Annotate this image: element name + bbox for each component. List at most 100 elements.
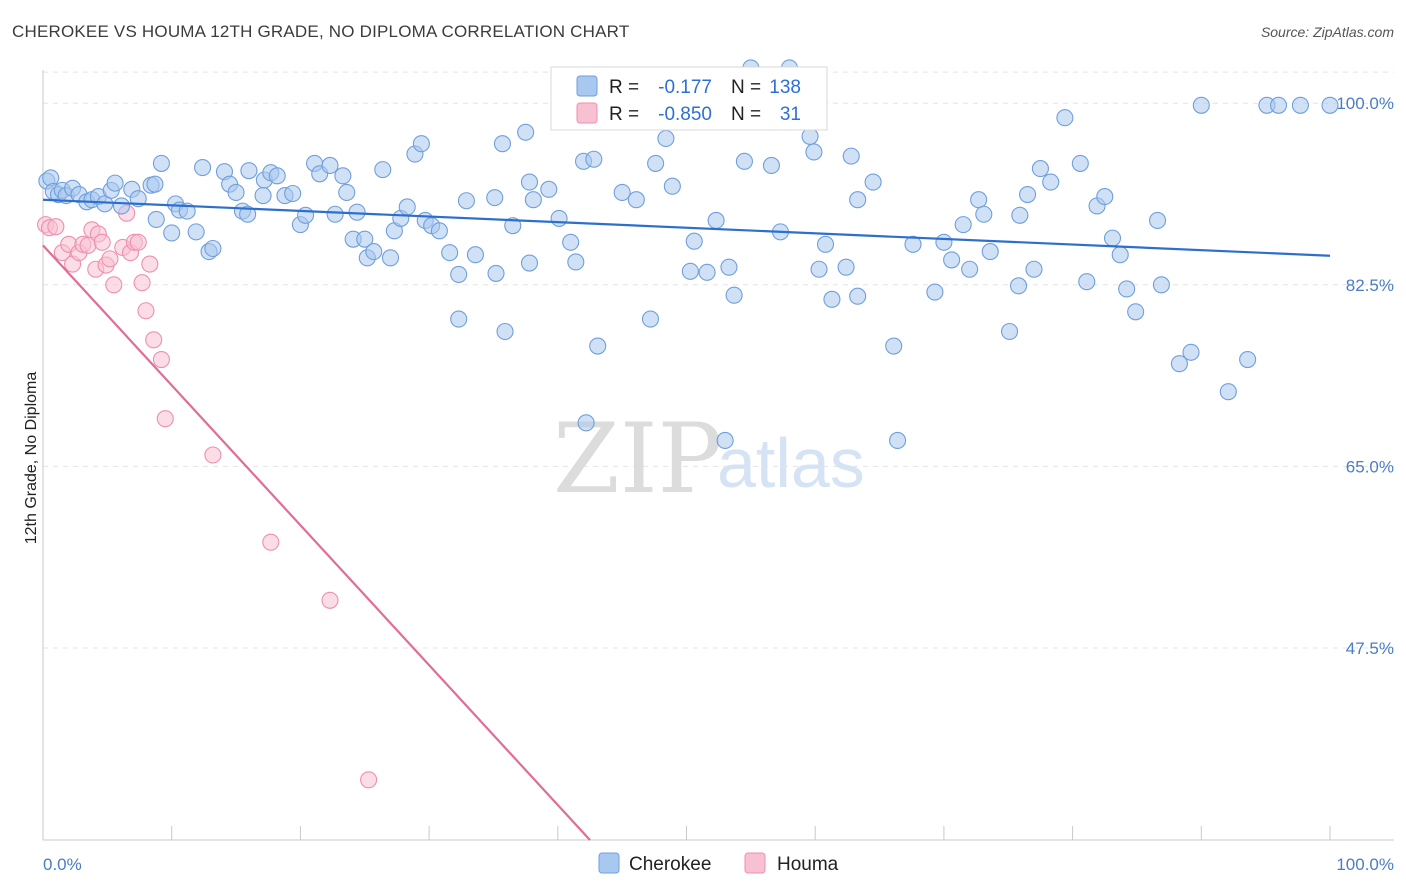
houma-r-label: R = [609,104,639,125]
watermark: ZIP atlas [553,403,865,515]
houma-point [360,771,378,789]
cherokee-point [486,189,504,207]
cherokee-point [398,198,416,216]
cherokee-point [1269,96,1288,114]
x-tick-label-min: 0.0% [43,855,82,874]
y-tick-label: 65.0% [1346,457,1394,476]
cherokee-point [550,209,568,227]
cherokee-point [1152,276,1170,294]
cherokee-point [1000,322,1019,341]
houma-point [145,331,163,349]
cherokee-point [954,216,972,234]
y-tick-label: 82.5% [1346,276,1394,295]
cherokee-point [716,431,734,450]
cherokee-point [735,152,753,170]
cherokee-point [240,162,258,180]
cherokee-point [338,183,356,202]
cherokee-point [112,197,131,215]
cherokee-point [504,217,522,235]
cherokee-point [685,232,703,250]
cherokee-point [961,260,979,278]
cherokee-point [1042,173,1060,191]
cherokee-point [1056,109,1074,127]
cherokee-trend-line [42,198,1331,257]
cherokee-point [849,287,867,305]
cherokee-point [975,205,993,223]
houma-point [262,533,280,551]
cherokee-point [1127,303,1145,321]
cherokee-point [496,322,514,341]
houma-point [129,233,147,251]
cherokee-point [1025,260,1043,278]
cherokee-point [562,233,580,251]
cherokee-point [187,223,205,241]
cherokee-point [864,173,882,191]
cherokee-point [1111,246,1129,264]
cherokee-point [1148,211,1167,230]
cherokee-point [147,210,165,228]
cherokee-point [1071,154,1089,172]
houma-points [37,204,378,789]
cherokee-point [805,143,823,161]
cherokee-point [904,235,922,253]
legend-houma-label: Houma [777,854,839,875]
houma-point [101,250,119,268]
cherokee-point [268,167,286,185]
cherokee-point [577,414,595,432]
cherokee-point [1096,188,1114,206]
cherokee-point [540,180,558,198]
cherokee-point [106,174,124,192]
cherokee-point [647,154,665,172]
cherokee-r-value: -0.177 [658,77,712,98]
watermark-atlas: atlas [717,424,865,502]
cherokee-point [585,150,603,168]
cherokee-point [849,191,867,209]
cherokee-point [641,310,660,328]
houma-point [321,591,339,609]
houma-point [105,276,123,294]
cherokee-point [1219,383,1237,401]
axes [42,70,1394,841]
houma-point [152,350,170,369]
cherokee-point [935,233,953,251]
cherokee-points [38,59,1339,450]
cherokee-point [1011,206,1029,224]
cherokee-point [707,211,725,230]
x-tick-marks [42,826,1331,840]
cherokee-point [801,127,819,145]
cherokee-point [296,206,315,224]
legend-cherokee-label: Cherokee [629,854,711,875]
cherokee-point [517,123,535,141]
series-legend: Cherokee Houma [598,852,839,875]
cherokee-point [239,205,257,223]
y-tick-label: 47.5% [1346,639,1394,658]
houma-point [47,218,65,236]
cherokee-point [1078,273,1096,291]
cherokee-point [321,156,339,175]
cherokee-point [720,258,738,276]
cherokee-point [163,224,181,242]
cherokee-point [227,183,245,202]
cherokee-point [1103,229,1122,247]
cherokee-point [1182,343,1200,361]
houma-point [137,302,155,320]
cherokee-point [589,337,607,355]
cherokee-point [810,260,828,278]
cherokee-point [663,177,681,195]
legend-cherokee-swatch [598,852,620,874]
cherokee-point [254,187,272,205]
cherokee-point [1170,355,1188,373]
cherokee-n-label: N = [731,77,761,98]
cherokee-point [970,191,988,209]
houma-trend-line [42,244,591,841]
cherokee-point [1019,185,1037,204]
legend-houma-swatch [744,852,766,874]
cherokee-point [457,192,475,210]
x-tick-label-max: 100.0% [1336,855,1394,874]
cherokee-point [1009,277,1028,295]
cherokee-point [816,235,835,253]
cherokee-point [284,184,302,203]
y-tick-labels: 47.5% 65.0% 82.5% 100.0% [1336,94,1394,658]
cherokee-point [204,239,222,258]
cherokee-point [889,431,907,450]
